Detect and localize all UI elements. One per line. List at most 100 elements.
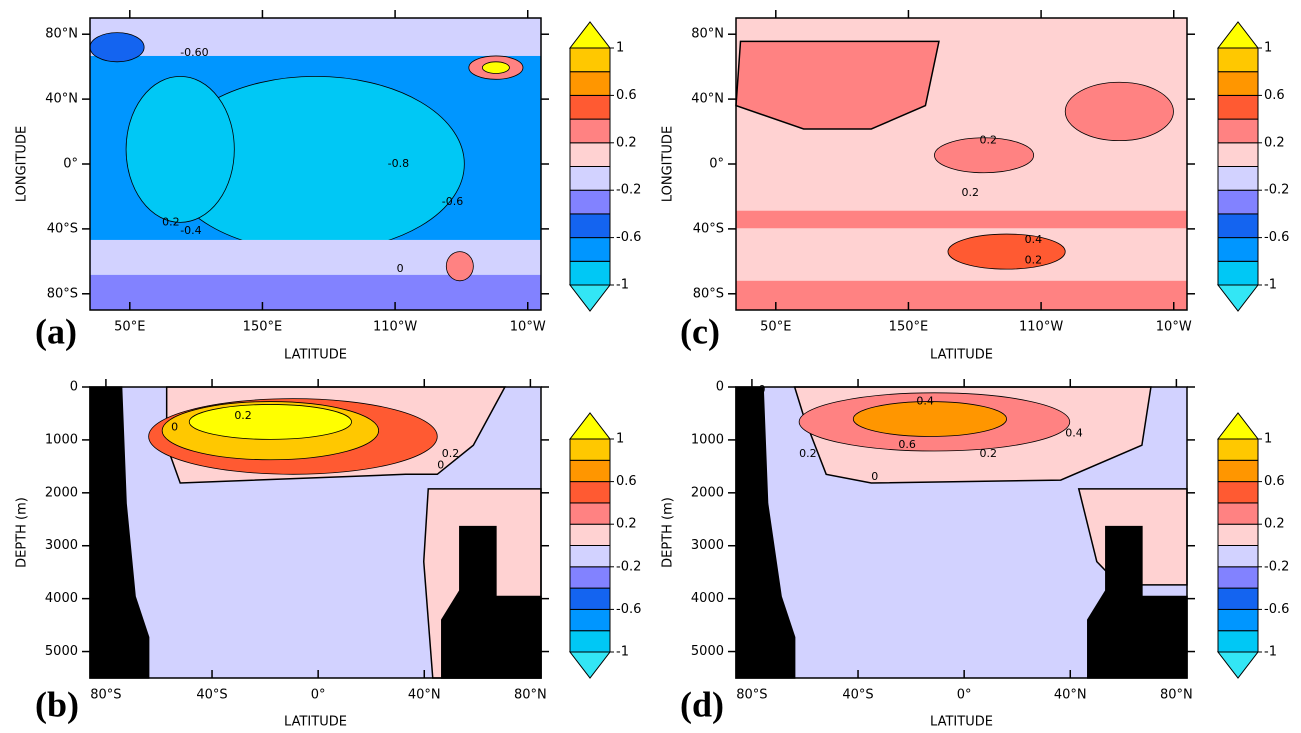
- x-tick-label: 40°N: [408, 688, 441, 703]
- field-region: [736, 210, 1187, 229]
- colorbar-box: [1217, 71, 1259, 96]
- x-tick-label: 40°S: [842, 688, 873, 703]
- contour-label: 0: [171, 421, 178, 434]
- colorbar-box: [1217, 166, 1259, 191]
- colorbar-box: [1217, 459, 1259, 483]
- y-tick-label: 0: [70, 380, 78, 395]
- contour-label: 0.2: [962, 186, 980, 199]
- colorbar-tick-label: -0.6: [616, 230, 641, 245]
- colorbar-tick-label: 0.6: [616, 88, 637, 103]
- colorbar-box: [569, 47, 611, 73]
- colorbar-box: [1217, 118, 1259, 144]
- y-tick-label: 80°N: [691, 27, 724, 42]
- colorbar-box: [569, 118, 611, 144]
- colorbar-extend: [568, 284, 612, 312]
- y-tick-label: 0: [716, 380, 724, 395]
- x-tick-label: 110°W: [1019, 320, 1063, 335]
- colorbar-box: [1217, 481, 1259, 504]
- x-tick-label: 80°N: [514, 688, 547, 703]
- y-tick-label: 3000: [45, 538, 78, 553]
- colorbar-box: [569, 71, 611, 96]
- y-tick-label: 5000: [45, 644, 78, 659]
- y-tick-label: 0°: [63, 157, 78, 172]
- y-tick-label: 1000: [45, 432, 78, 447]
- colorbar-extend: [568, 412, 612, 440]
- y-tick-label: 40°N: [45, 92, 78, 107]
- field-region: [852, 401, 1008, 437]
- y-tick-label: 4000: [45, 591, 78, 606]
- field-region: [1064, 81, 1174, 142]
- colorbar-tick-label: -0.6: [1264, 230, 1289, 245]
- contour-label: 0: [871, 470, 878, 483]
- contour-label: -0.8: [388, 157, 409, 170]
- field-region: [934, 137, 1035, 174]
- x-tick-label: 50°E: [114, 320, 145, 335]
- x-tick-label: 40°N: [1054, 688, 1087, 703]
- colorbar-box: [1217, 502, 1259, 525]
- colorbar-box: [569, 481, 611, 504]
- colorbar-tick-label: -0.2: [616, 559, 641, 574]
- contour-label: 0: [397, 262, 404, 275]
- contour-label: 0: [437, 459, 444, 472]
- x-axis-label: LATITUDE: [284, 715, 347, 730]
- colorbar-box: [569, 630, 611, 653]
- colorbar-tick-label: 0.2: [616, 135, 637, 150]
- colorbar-box: [1217, 587, 1259, 610]
- y-tick-label: 40°S: [693, 221, 724, 236]
- contour-label: 0.2: [799, 447, 817, 460]
- contour-label: 0.2: [980, 134, 998, 147]
- colorbar-box: [569, 237, 611, 262]
- x-tick-label: 10°W: [1156, 320, 1192, 335]
- colorbar-box: [569, 566, 611, 589]
- contour-label: 0.2: [442, 447, 460, 460]
- contour-label: 0.2: [162, 215, 180, 228]
- colorbar-tick-label: -1: [1264, 278, 1277, 293]
- colorbar-extend: [568, 21, 612, 49]
- colorbar-box: [569, 94, 611, 120]
- panel-label: (d): [680, 684, 724, 724]
- y-tick-label: 80°S: [693, 286, 724, 301]
- contour-label: 0.4: [1065, 427, 1083, 440]
- colorbar-box: [1217, 213, 1259, 239]
- colorbar-box: [1217, 237, 1259, 262]
- colorbar-tick-label: -0.2: [1264, 183, 1289, 198]
- y-tick-label: 40°S: [47, 221, 78, 236]
- y-tick-label: 40°N: [691, 92, 724, 107]
- x-tick-label: 80°N: [1160, 688, 1193, 703]
- y-axis-label: LONGITUDE: [661, 126, 676, 202]
- contour-label: -0.4: [180, 224, 201, 237]
- colorbar-tick-label: -0.2: [616, 183, 641, 198]
- colorbar-box: [569, 502, 611, 525]
- y-tick-label: 2000: [691, 485, 724, 500]
- colorbar-box: [1217, 630, 1259, 653]
- colorbar-tick-label: -1: [616, 278, 629, 293]
- x-tick-label: 50°E: [760, 320, 791, 335]
- colorbar-box: [569, 523, 611, 547]
- contour-label: 0.4: [1025, 233, 1043, 246]
- colorbar-box: [1217, 438, 1259, 461]
- colorbar-box: [1217, 523, 1259, 547]
- colorbar-box: [569, 260, 611, 286]
- panel-label: (c): [680, 311, 720, 351]
- x-tick-label: 150°E: [889, 320, 929, 335]
- x-tick-label: 0°: [311, 688, 326, 703]
- colorbar-tick-label: 0.2: [616, 517, 637, 532]
- colorbar-box: [569, 189, 611, 215]
- field-region: [947, 233, 1066, 270]
- colorbar-tick-label: 0.6: [1264, 88, 1285, 103]
- colorbar-box: [1217, 608, 1259, 632]
- colorbar-tick-label: 1: [616, 41, 624, 56]
- y-tick-label: 2000: [45, 485, 78, 500]
- colorbar-extend: [1216, 651, 1260, 679]
- colorbar-tick-label: -1: [1264, 645, 1277, 660]
- colorbar-box: [569, 213, 611, 239]
- colorbar-box: [1217, 545, 1259, 568]
- colorbar-extend: [1216, 284, 1260, 312]
- y-axis-label: LONGITUDE: [15, 126, 30, 202]
- field-region: [125, 75, 235, 223]
- colorbar-tick-label: -0.6: [616, 602, 641, 617]
- colorbar-tick-label: 0.2: [1264, 135, 1285, 150]
- colorbar-box: [1217, 260, 1259, 286]
- colorbar-box: [1217, 94, 1259, 120]
